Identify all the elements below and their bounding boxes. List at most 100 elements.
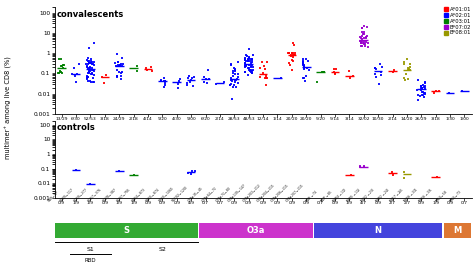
Point bbox=[185, 74, 192, 79]
Point bbox=[228, 79, 236, 83]
Point bbox=[160, 78, 168, 83]
Point bbox=[87, 59, 95, 63]
Point bbox=[285, 51, 292, 55]
Point bbox=[287, 54, 294, 59]
Point bbox=[184, 171, 191, 176]
Point bbox=[403, 57, 411, 62]
Point bbox=[220, 80, 228, 84]
Point bbox=[114, 74, 121, 78]
Point bbox=[246, 47, 253, 51]
Point bbox=[246, 68, 254, 72]
Point bbox=[346, 76, 354, 80]
Point bbox=[143, 66, 150, 70]
Point bbox=[84, 56, 91, 60]
Point bbox=[88, 66, 96, 70]
Point bbox=[88, 71, 96, 75]
Point bbox=[148, 69, 155, 73]
Point bbox=[300, 76, 307, 80]
Point bbox=[60, 62, 68, 67]
Text: convalescents: convalescents bbox=[56, 10, 124, 19]
Point bbox=[435, 89, 443, 93]
Point bbox=[231, 79, 238, 84]
Point bbox=[84, 62, 92, 66]
Point bbox=[372, 72, 379, 76]
Point bbox=[302, 57, 310, 61]
Point bbox=[418, 84, 425, 88]
Point bbox=[358, 34, 366, 38]
Point bbox=[357, 36, 365, 40]
Point bbox=[419, 93, 426, 97]
Point bbox=[363, 36, 370, 40]
Point bbox=[420, 94, 428, 99]
Point bbox=[102, 73, 110, 77]
Point bbox=[88, 72, 95, 76]
Point bbox=[243, 58, 250, 63]
Point bbox=[227, 82, 235, 86]
Point bbox=[244, 73, 252, 77]
Text: $\mathrm{O3a}_{204-215}$: $\mathrm{O3a}_{204-215}$ bbox=[255, 182, 277, 205]
Point bbox=[58, 64, 65, 68]
Point bbox=[162, 79, 169, 83]
Text: O3a: O3a bbox=[246, 226, 265, 235]
Point bbox=[244, 59, 252, 63]
Point bbox=[247, 65, 255, 69]
Text: $\mathrm{N}_{105-113}$: $\mathrm{N}_{105-113}$ bbox=[345, 186, 364, 205]
Point bbox=[87, 57, 94, 61]
Point bbox=[190, 75, 198, 79]
Text: $\mathrm{O3a}_{206-215}$: $\mathrm{O3a}_{206-215}$ bbox=[269, 182, 292, 205]
Point bbox=[313, 80, 321, 84]
Point bbox=[188, 169, 196, 173]
Point bbox=[245, 63, 253, 68]
Point bbox=[401, 62, 408, 66]
Text: S2: S2 bbox=[158, 247, 166, 252]
Point bbox=[420, 85, 428, 89]
Text: $\mathrm{N}_{104-112}$: $\mathrm{N}_{104-112}$ bbox=[330, 186, 349, 205]
Point bbox=[88, 62, 96, 66]
Point bbox=[116, 63, 124, 68]
Point bbox=[417, 94, 424, 98]
Point bbox=[118, 63, 126, 68]
Point bbox=[246, 59, 254, 63]
Point bbox=[56, 69, 64, 74]
Point bbox=[360, 30, 368, 34]
Point bbox=[85, 61, 93, 65]
Point bbox=[300, 58, 307, 63]
Point bbox=[202, 77, 210, 82]
Point bbox=[116, 64, 124, 68]
Point bbox=[358, 30, 366, 34]
Point bbox=[263, 83, 270, 87]
Point bbox=[390, 68, 398, 72]
Point bbox=[262, 76, 269, 80]
Point bbox=[361, 24, 368, 28]
Point bbox=[246, 69, 254, 73]
Point bbox=[72, 168, 80, 173]
Point bbox=[231, 68, 239, 72]
Point bbox=[91, 41, 98, 45]
Point bbox=[87, 65, 94, 69]
Text: $\mathrm{N}_{77-85}$: $\mathrm{N}_{77-85}$ bbox=[319, 188, 335, 205]
Point bbox=[358, 36, 365, 41]
Point bbox=[85, 59, 92, 63]
Point bbox=[289, 50, 297, 55]
Point bbox=[372, 67, 380, 71]
Point bbox=[55, 57, 63, 61]
Point bbox=[233, 77, 241, 81]
Point bbox=[248, 57, 255, 61]
Point bbox=[85, 71, 92, 75]
Point bbox=[230, 66, 238, 70]
Point bbox=[232, 78, 239, 82]
Point bbox=[82, 62, 90, 66]
Point bbox=[286, 62, 293, 67]
Point bbox=[289, 53, 297, 57]
Point bbox=[228, 76, 235, 80]
Point bbox=[119, 62, 127, 66]
Point bbox=[83, 76, 91, 80]
Point bbox=[249, 68, 256, 72]
Point bbox=[388, 169, 396, 174]
Point bbox=[227, 63, 235, 67]
Point bbox=[372, 66, 379, 70]
Point bbox=[262, 74, 269, 78]
Point bbox=[360, 164, 367, 168]
Point bbox=[377, 70, 384, 75]
Point bbox=[256, 75, 264, 79]
